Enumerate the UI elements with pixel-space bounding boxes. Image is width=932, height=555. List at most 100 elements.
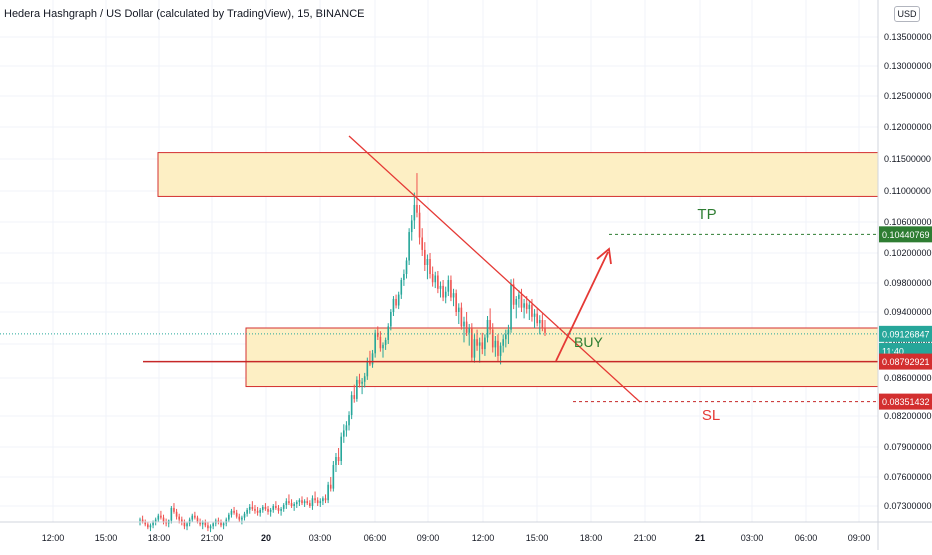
candle-body [494,340,497,348]
candle-body [272,506,275,510]
candle-body [486,320,489,338]
candle-body [518,294,520,299]
candle-body [374,332,376,354]
candle-body [152,522,154,526]
candle-body [476,339,478,346]
candle-body [484,337,486,350]
candle-body [306,501,309,504]
candle-body [426,259,429,265]
candle-body [340,436,343,461]
y-tick-label: 0.09800000 [884,278,932,288]
candle-body [491,329,494,348]
candle-body [243,513,246,518]
candle-body [329,484,332,489]
candle-body [282,505,285,509]
y-tick-label: 0.11500000 [884,154,931,164]
candle-body [442,285,444,298]
candle-body [447,280,450,292]
candle-body [497,340,499,356]
candle-body [510,284,512,330]
countdown-tag-text: 11:40 [882,346,904,356]
chart-title: Hedera Hashgraph / US Dollar (calculated… [4,8,365,20]
candle-body [332,465,335,489]
up-arrow-head [596,247,612,265]
candle-body [204,522,207,526]
x-tick-label: 12:00 [42,533,65,543]
candle-body [392,298,395,312]
tp-label: TP [697,206,716,223]
candle-body [141,519,144,523]
candle-body [275,506,277,508]
y-tick-label: 0.12500000 [884,91,932,101]
candle-body [460,307,463,327]
y-tick-label: 0.13000000 [884,61,932,71]
candle-body [473,339,476,358]
candle-body [235,512,238,517]
candle-body [387,326,390,340]
candle-body [191,515,194,520]
candle-body [139,519,141,521]
candle-body [429,259,431,274]
candle-body [379,336,382,349]
candle-body [410,220,413,233]
candle-body [481,342,484,350]
candle-body [382,344,384,349]
candle-body [405,260,408,274]
candle-body [531,304,533,317]
y-tick-label: 0.10600000 [884,217,932,227]
candle-body [463,321,465,327]
candle-body [489,320,491,330]
candle-body [452,293,455,298]
currency-button[interactable]: USD [894,6,920,22]
candle-body [207,525,209,529]
resistance-zone [157,152,879,197]
y-tick-label: 0.08200000 [884,411,932,421]
candle-body [544,328,546,333]
candle-body [335,457,337,465]
candle-body [188,519,191,524]
y-tick-label: 0.07900000 [884,442,932,452]
x-tick-label: 21:00 [634,533,657,543]
grid-layer [0,0,878,522]
candle-body [194,515,196,518]
candle-body [536,313,538,324]
candle-body [528,304,531,310]
x-tick-label: 15:00 [526,533,549,543]
candle-body [199,521,201,525]
candle-body [147,524,149,528]
x-tick-label: 03:00 [309,533,332,543]
candle-body [162,517,165,522]
candle-body [225,519,228,524]
x-tick-label: 18:00 [148,533,171,543]
candle-body [431,274,434,283]
y-tick-label: 0.10200000 [884,248,932,258]
candle-body [222,523,225,526]
sl-price-tag: 0.08351432 [879,393,932,410]
candle-body [523,303,525,308]
candle-body [350,395,353,416]
candle-body [400,280,403,295]
candle-body [309,503,311,506]
candle-body [180,519,183,523]
candle-body [293,504,295,506]
tags-layer: 0.10440769 0.09126847 11:400.08792921 0.083… [879,226,932,410]
candle-body [233,510,235,513]
candle-body [144,522,147,525]
candle-body [259,509,262,513]
candle-body [267,508,269,512]
candle-body [541,320,544,328]
candle-body [175,511,178,517]
candle-body [212,523,214,527]
current-price-tag: 0.09126847 [879,325,932,342]
candle-body [246,509,248,514]
candle-body [358,379,361,384]
candle-body [196,517,199,522]
x-tick-label: 09:00 [417,533,440,543]
candle-body [512,284,515,305]
y-tick-label: 0.09400000 [884,307,932,317]
support-zone [245,327,879,388]
candle-body [256,510,259,513]
